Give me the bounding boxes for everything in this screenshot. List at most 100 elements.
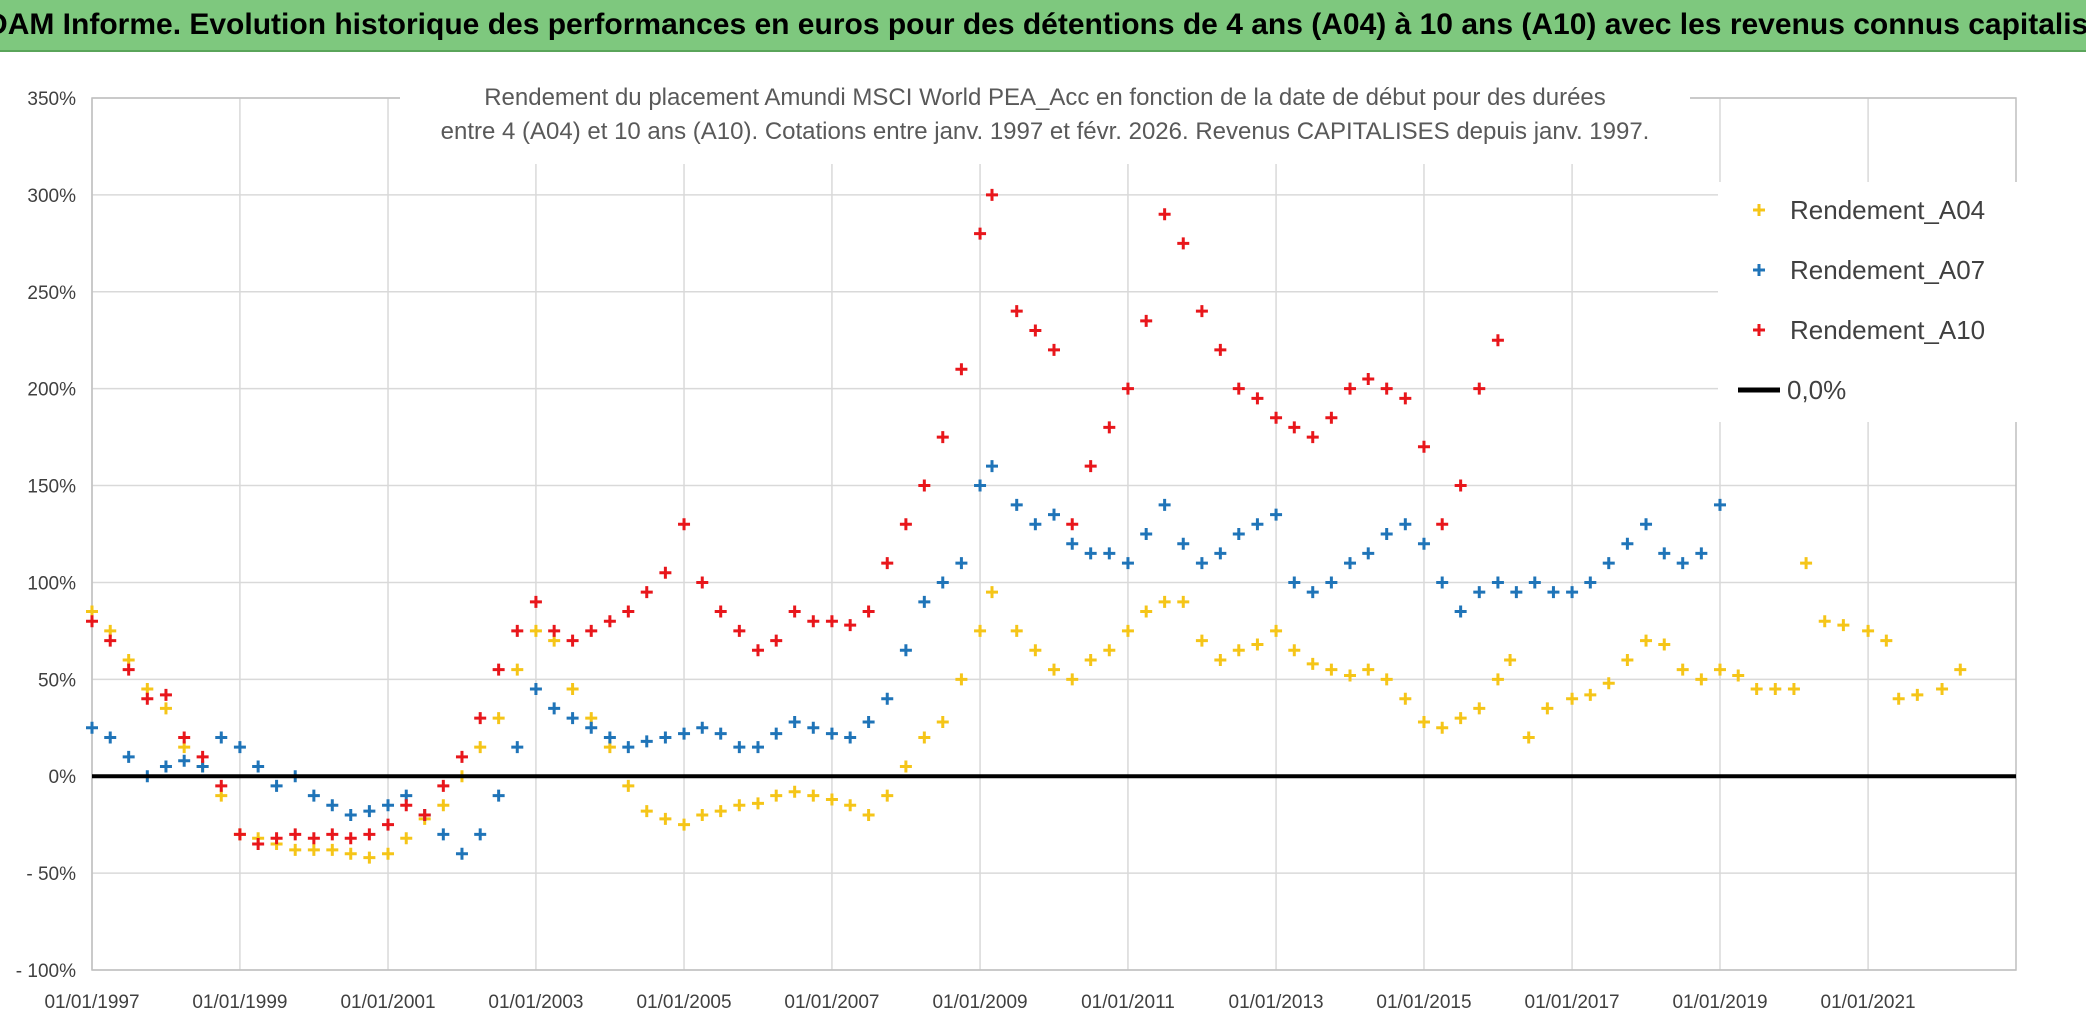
data-point — [1713, 663, 1726, 676]
data-point — [1214, 653, 1227, 666]
data-point — [1584, 576, 1597, 589]
data-point — [825, 615, 838, 628]
data-point — [1454, 712, 1467, 725]
data-point — [751, 644, 764, 657]
data-point — [659, 566, 672, 579]
data-point — [696, 808, 709, 821]
data-point — [1362, 663, 1375, 676]
data-point — [1621, 537, 1634, 550]
data-point — [825, 793, 838, 806]
data-point — [1158, 595, 1171, 608]
data-point — [807, 615, 820, 628]
data-point — [1362, 372, 1375, 385]
data-point — [233, 741, 246, 754]
data-point — [585, 624, 598, 637]
data-point — [986, 188, 999, 201]
data-point — [122, 663, 135, 676]
data-point — [455, 750, 468, 763]
data-point — [1140, 314, 1153, 327]
data-point — [1640, 518, 1653, 531]
data-point — [1010, 498, 1023, 511]
data-point — [1566, 586, 1579, 599]
y-tick-label: 350% — [27, 89, 76, 110]
data-point — [1048, 663, 1060, 676]
data-point — [1380, 528, 1393, 540]
data-point — [1084, 547, 1097, 560]
data-point — [1232, 382, 1245, 395]
data-point — [1491, 673, 1504, 686]
data-point — [862, 605, 875, 618]
data-point — [1750, 683, 1763, 696]
data-point — [1769, 683, 1782, 696]
data-point — [1195, 634, 1208, 647]
data-point — [1177, 595, 1190, 608]
data-point — [1436, 721, 1449, 734]
data-point — [548, 702, 561, 715]
data-point — [1713, 498, 1726, 511]
data-point — [1344, 669, 1357, 682]
data-point — [696, 576, 709, 589]
series-layer — [86, 188, 1967, 864]
data-point — [400, 832, 413, 845]
data-point — [881, 557, 894, 570]
data-point — [1800, 557, 1813, 570]
series-rendement-a07 — [86, 460, 1726, 860]
data-point — [289, 828, 302, 841]
data-point — [1473, 586, 1486, 599]
y-tick-label: 100% — [27, 573, 76, 594]
data-point — [1288, 644, 1301, 657]
data-point — [196, 750, 209, 763]
data-point — [1676, 557, 1689, 570]
data-point — [1140, 605, 1153, 618]
data-point — [1892, 692, 1905, 705]
data-point — [1195, 557, 1208, 570]
data-point — [344, 808, 357, 821]
data-point — [326, 799, 339, 812]
data-point — [270, 832, 283, 845]
data-point — [159, 702, 172, 715]
data-point — [1695, 547, 1708, 560]
data-point — [788, 785, 801, 798]
data-point — [104, 731, 117, 744]
data-point — [678, 518, 691, 531]
data-point — [1066, 673, 1079, 686]
data-point — [363, 851, 376, 864]
data-point — [622, 605, 635, 618]
data-point — [1584, 688, 1597, 701]
data-point — [1251, 638, 1264, 651]
y-tick-label: 0% — [49, 767, 77, 788]
data-point — [1177, 537, 1190, 550]
data-point — [1566, 692, 1579, 705]
data-point — [1787, 683, 1800, 696]
data-point — [1380, 382, 1393, 395]
x-tick-label: 01/01/2021 — [1821, 992, 1916, 1013]
data-point — [770, 727, 783, 740]
data-point — [1911, 688, 1924, 701]
data-point — [1232, 644, 1245, 657]
data-point — [986, 460, 999, 473]
data-point — [1880, 634, 1893, 647]
data-point — [1270, 624, 1283, 637]
data-point — [252, 760, 265, 773]
data-point — [215, 731, 228, 744]
data-point — [1541, 702, 1554, 715]
data-point — [844, 731, 857, 744]
data-point — [936, 715, 949, 728]
data-point — [1103, 421, 1116, 434]
data-point — [1473, 382, 1486, 395]
data-point — [566, 712, 579, 725]
data-point — [511, 663, 524, 676]
data-point — [1399, 392, 1412, 405]
y-tick-label: 250% — [27, 283, 76, 304]
x-tick-label: 01/01/2019 — [1672, 992, 1767, 1013]
data-point — [1251, 392, 1264, 405]
data-point — [714, 727, 727, 740]
data-point — [678, 727, 691, 740]
data-point — [1658, 547, 1671, 560]
data-point — [363, 828, 376, 841]
data-point — [1103, 644, 1116, 657]
data-point — [1084, 653, 1097, 666]
y-tick-label: 50% — [38, 670, 76, 691]
data-point — [1818, 615, 1831, 628]
data-point — [511, 624, 524, 637]
